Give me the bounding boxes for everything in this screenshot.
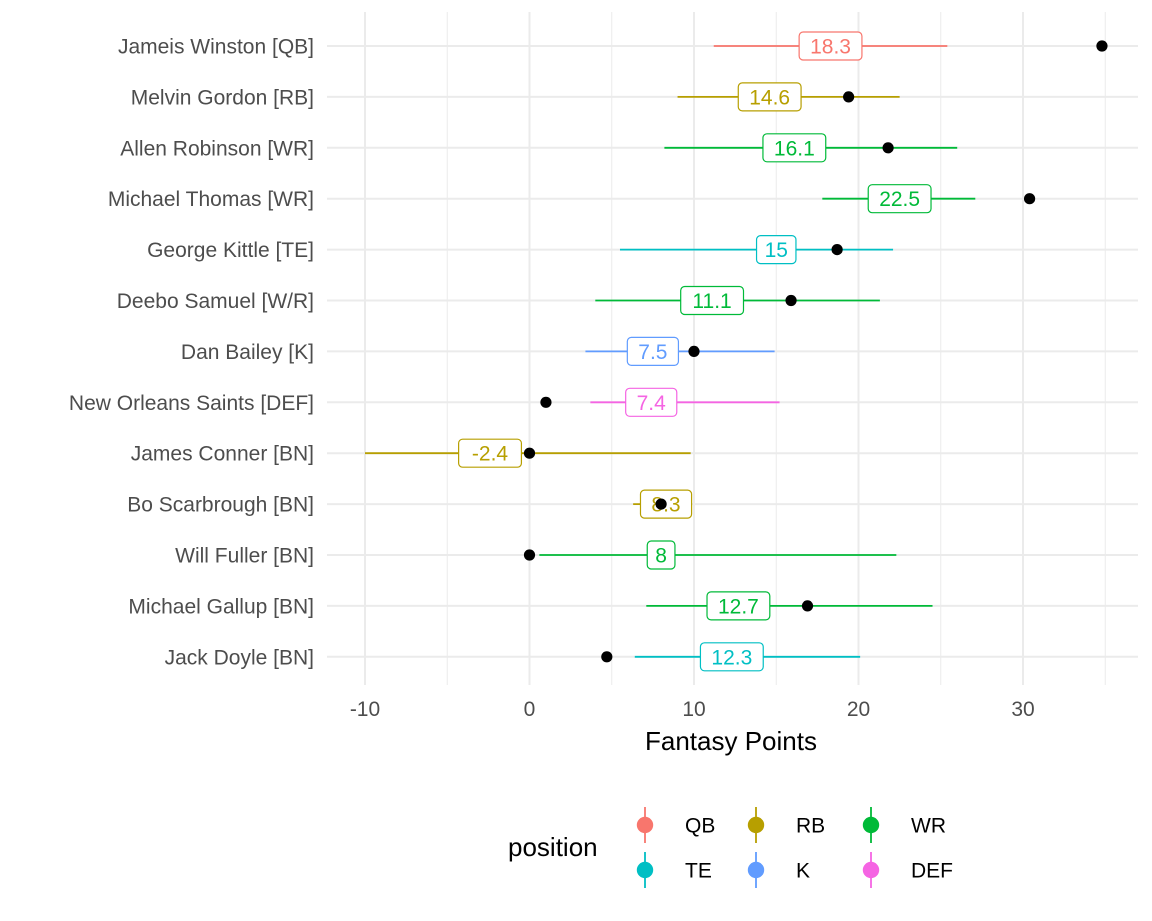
projection-label-box [699,642,764,672]
y-tick-label: New Orleans Saints [DEF] [69,392,314,415]
legend-item: RB [747,807,825,843]
projection-label-box [680,285,745,316]
player-row: 7.5 [585,336,775,366]
actual-points-marker [523,447,536,459]
projection-label-box [458,438,523,468]
projection-label-box [737,82,802,112]
legend-label: WR [911,815,946,838]
legend-label: K [796,860,810,883]
player-row: 8 [523,540,897,570]
projection-label: 7.4 [637,392,667,415]
x-axis-title: Fantasy Points [645,726,817,756]
legend-item: TE [636,852,712,888]
actual-points-marker [1096,40,1108,52]
projection-label: 14.6 [749,86,790,109]
legend-item: QB [636,807,715,843]
y-tick-label: Will Fuller [BN] [175,545,314,568]
y-tick-label: Bo Scarbrough [BN] [127,494,314,517]
projection-label: 7.5 [638,341,667,364]
projection-label: 12.7 [718,595,759,618]
player-row: -2.4 [365,438,691,468]
y-tick-label: Jameis Winston [QB] [118,36,314,59]
x-tick-label: 20 [847,698,870,721]
legend-key-point [636,816,654,834]
projection-label-box [646,540,676,570]
projection-label: 18.3 [810,36,851,59]
actual-points-marker [843,91,855,103]
legend-key-point [747,861,765,879]
player-row: 15 [619,235,894,265]
y-tick-label: Melvin Gordon [RB] [131,86,314,109]
projection-label: 12.3 [711,646,752,669]
projection-label-box [867,184,932,214]
legend-label: TE [685,860,712,883]
legend-key-point [636,861,654,879]
actual-points-marker [801,600,814,612]
y-tick-label: Michael Gallup [BN] [128,595,314,618]
player-row: 14.6 [677,82,900,112]
player-row: 12.3 [601,642,861,672]
y-axis-tick-labels: Jameis Winston [QB] Melvin Gordon [RB] All… [69,36,314,670]
legend-item: K [747,852,810,888]
projection-label: 16.1 [774,137,815,160]
x-tick-label: 10 [682,698,705,721]
player-row: 12.7 [646,591,933,621]
projection-label-box [755,235,797,265]
x-tick-label: 30 [1011,698,1034,721]
projection-label-box [626,336,680,366]
legend-item: WR [862,807,946,843]
legend-label: DEF [911,860,953,883]
player-row: 8.3 [633,489,693,519]
legend-item: DEF [862,852,953,888]
y-tick-label: Deebo Samuel [W/R] [117,290,314,313]
y-tick-label: Michael Thomas [WR] [108,188,314,211]
player-row: 18.3 [713,31,1108,61]
legend-label: RB [796,815,825,838]
player-row: 22.5 [822,184,1036,214]
legend-key-point [862,816,880,834]
projection-label: 15 [765,239,788,262]
projection-label-box [625,387,678,417]
projection-label-box [798,31,863,61]
x-tick-label: -10 [350,698,380,721]
player-row: 7.4 [540,387,780,417]
y-tick-label: Allen Robinson [WR] [120,137,314,160]
projection-label: 8 [655,545,667,568]
legend-key-point [862,861,880,879]
actual-points-marker [601,651,613,663]
projection-label: 11.1 [692,290,731,313]
y-tick-label: George Kittle [TE] [147,239,314,262]
actual-points-marker [523,549,536,561]
y-tick-label: Dan Bailey [K] [181,341,314,364]
x-axis-tick-labels: -10 0 10 20 30 [350,698,1035,721]
legend-label: QB [685,815,715,838]
actual-points-marker [688,345,700,357]
actual-points-marker [882,142,894,154]
y-tick-label: Jack Doyle [BN] [165,646,314,669]
actual-points-marker [540,396,552,408]
projection-label: 22.5 [879,188,920,211]
actual-points-marker [785,294,797,307]
y-tick-label: James Conner [BN] [131,443,314,466]
projection-label-box [762,133,827,163]
legend-key-point [747,816,765,834]
projection-label: -2.4 [472,443,509,466]
player-row: 16.1 [664,133,958,163]
x-tick-label: 0 [524,698,536,721]
legend-title: position [508,832,598,862]
projection-label-box [706,591,771,621]
actual-points-marker [1023,193,1036,205]
player-series: 18.3 14.6 16.1 22.5 15 11.1 7.5 7.4 -2.4 8.3 8 12.7… [365,31,1108,672]
grid-lines [327,12,1138,685]
player-row: 11.1 [595,285,880,316]
actual-points-marker [831,244,843,256]
legend: position QB RB WR TE K DEF [508,807,953,888]
actual-points-marker [655,498,667,510]
